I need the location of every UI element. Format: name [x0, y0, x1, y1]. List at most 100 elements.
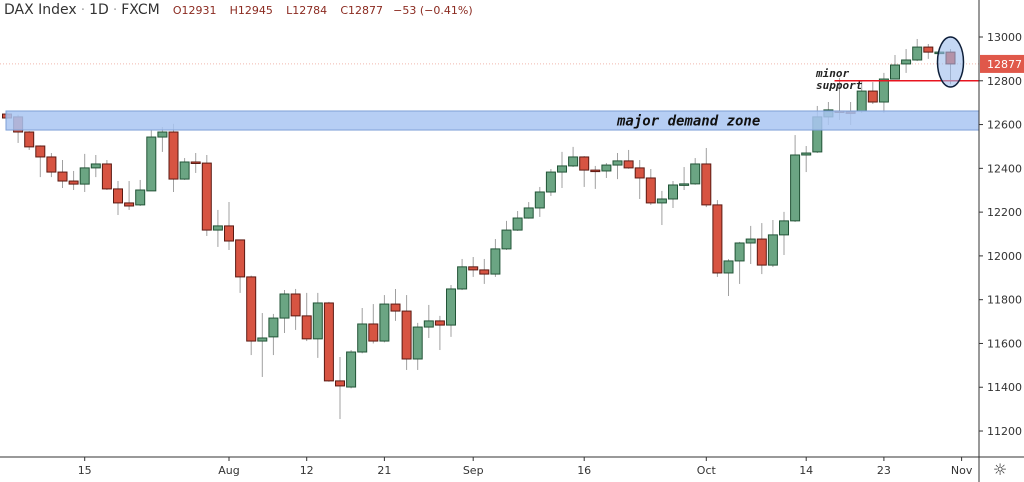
candle-down — [756, 238, 767, 266]
candle-up — [568, 156, 579, 167]
candle-up — [668, 184, 678, 200]
y-tick-label: 12200 — [987, 206, 1022, 219]
y-tick-label: 12000 — [987, 250, 1022, 263]
candle-down — [434, 320, 445, 326]
candle-up — [135, 189, 146, 206]
demand-zone-rect[interactable] — [5, 110, 980, 131]
candle-up — [790, 154, 801, 222]
candle-up — [157, 131, 168, 138]
candle-down — [57, 171, 68, 182]
candle-down — [867, 90, 878, 103]
candle-up — [268, 317, 279, 338]
candle-down — [35, 145, 46, 158]
candle-up — [534, 191, 545, 209]
candle-up — [801, 152, 812, 156]
candle-up — [179, 161, 190, 180]
demand-zone-label: major demand zone — [616, 114, 760, 130]
candle-down — [368, 323, 379, 342]
x-tick-label: 21 — [377, 464, 391, 477]
candle-down — [201, 162, 212, 231]
y-tick-label: 13000 — [987, 31, 1022, 44]
candle-down — [645, 177, 656, 204]
chart-legend: DAX Index · 1D · FXCM O12931 H12945 L127… — [4, 2, 473, 18]
candle-up — [512, 217, 523, 231]
candle-down — [168, 131, 179, 180]
y-tick-label: 11600 — [987, 337, 1022, 350]
y-tick-label: 12800 — [987, 75, 1022, 88]
y-tick-label: 11400 — [987, 381, 1022, 394]
y-tick-label: 12400 — [987, 162, 1022, 175]
candle-up — [279, 293, 290, 319]
candle-up — [346, 351, 357, 388]
x-tick-label: 16 — [577, 464, 591, 477]
candle-down — [113, 188, 123, 204]
interval[interactable]: 1D — [89, 2, 109, 18]
separator: · — [112, 3, 118, 18]
highlight-ellipse[interactable] — [936, 36, 965, 88]
candle-up — [723, 260, 734, 274]
candle-up — [856, 90, 867, 112]
x-tick-label: Sep — [463, 464, 484, 477]
x-tick-label: 12 — [300, 464, 314, 477]
candle-down — [290, 293, 301, 317]
y-tick-label: 11800 — [987, 294, 1022, 307]
candle-down — [468, 266, 479, 271]
minor-support-label: support — [816, 79, 863, 92]
candle-down — [68, 180, 79, 185]
candle-down — [246, 276, 257, 342]
candle-up — [890, 64, 900, 80]
time-axis[interactable] — [0, 457, 979, 482]
candle-up — [501, 229, 512, 250]
candle-down — [623, 160, 634, 169]
high-value: H12945 — [229, 4, 273, 17]
candle-down — [579, 156, 590, 171]
candle-up — [601, 164, 612, 172]
candle-up — [446, 288, 456, 326]
price-axis[interactable] — [979, 0, 1024, 482]
candle-up — [212, 225, 223, 231]
candle-up — [90, 163, 101, 169]
candle-up — [745, 238, 756, 244]
candle-down — [124, 202, 135, 207]
candle-down — [323, 302, 334, 382]
candle-up — [357, 323, 368, 353]
change-value: −53 (−0.41%) — [393, 4, 473, 17]
candle-up — [679, 183, 690, 186]
candle-down — [24, 131, 35, 148]
candle-up — [612, 160, 623, 166]
symbol-name[interactable]: DAX Index — [4, 2, 77, 18]
x-tick-label: 15 — [78, 464, 92, 477]
minor-support-label: minor — [815, 67, 849, 80]
last-price-label: 12877 — [987, 58, 1022, 71]
x-tick-label: 23 — [877, 464, 891, 477]
candle-down — [335, 380, 345, 387]
close-value: C12877 — [340, 4, 384, 17]
candle-down — [224, 225, 234, 242]
x-tick-label: Nov — [951, 464, 973, 477]
data-source: FXCM — [121, 2, 160, 18]
candle-up — [146, 136, 157, 192]
candle-down — [590, 169, 601, 173]
candle-down — [923, 46, 934, 53]
candle-up — [545, 171, 556, 193]
candle-up — [523, 207, 534, 219]
y-tick-label: 12600 — [987, 119, 1022, 132]
candle-down — [701, 163, 712, 206]
candle-up — [779, 220, 789, 236]
candle-down — [101, 163, 112, 190]
candle-down — [634, 167, 645, 179]
x-tick-label: Oct — [697, 464, 717, 477]
candle-up — [457, 266, 468, 290]
candle-down — [301, 315, 312, 340]
candle-up — [690, 163, 701, 185]
candle-up — [557, 165, 567, 173]
candle-up — [490, 248, 501, 275]
y-tick-label: 11200 — [987, 425, 1022, 438]
candle-up — [734, 242, 745, 262]
candle-up — [412, 326, 423, 360]
gear-icon[interactable]: ☼ — [992, 460, 1008, 479]
candle-down — [46, 156, 57, 173]
candle-up — [423, 320, 434, 328]
candle-down — [479, 269, 490, 275]
